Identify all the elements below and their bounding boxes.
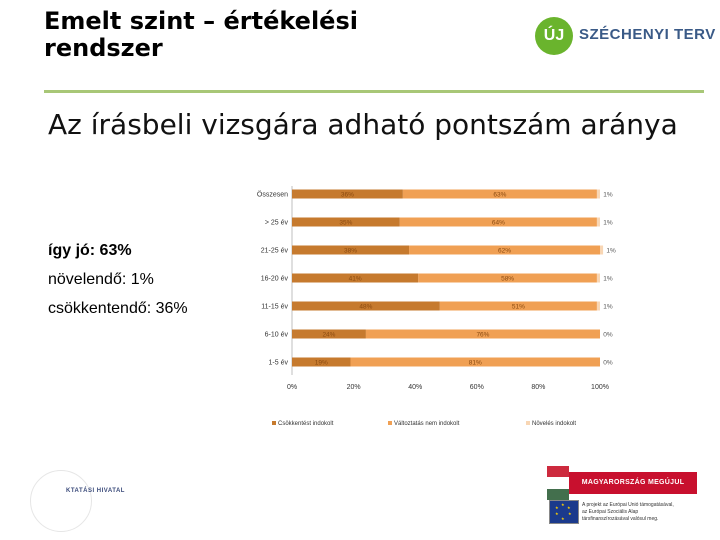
data-label: 24%	[322, 332, 335, 339]
oktatasi-hivatal-text: KTATÁSI HIVATAL	[66, 488, 125, 494]
legend-label: Változtatás nem indokolt	[394, 421, 460, 427]
bar-segment	[365, 329, 600, 339]
bar-segment	[292, 217, 400, 227]
data-label: 51%	[512, 304, 525, 311]
data-label: 1%	[603, 220, 613, 227]
szechenyi-logo-text: SZÉCHENYI TERV	[579, 26, 716, 43]
page-title: Emelt szint – értékelési rendszer	[44, 8, 464, 62]
bar-segment	[399, 217, 597, 227]
data-label: 1%	[603, 276, 613, 283]
category-label: 21-25 év	[261, 248, 289, 255]
bar-segment	[402, 189, 597, 199]
header-divider	[44, 90, 704, 93]
bar-segment	[596, 301, 600, 311]
eu-flag-icon: ★ ★ ★ ★ ★ ★	[549, 500, 579, 524]
legend-swatch	[272, 421, 276, 425]
bar-segment	[409, 245, 600, 255]
data-label: 38%	[344, 248, 357, 255]
summary-ok: így jó: 63%	[48, 242, 132, 259]
data-label: 1%	[606, 248, 616, 255]
data-label: 19%	[315, 360, 328, 367]
x-tick-label: 100%	[591, 384, 609, 391]
x-tick-label: 20%	[347, 384, 361, 391]
eu-text-line3: társfinanszírozásával valósul meg.	[582, 516, 659, 522]
hungarian-flag-icon	[547, 466, 569, 500]
legend-swatch	[388, 421, 392, 425]
bar-segment	[600, 245, 604, 255]
bar-segment	[292, 189, 403, 199]
summary-box: így jó: 63% növelendő: 1% csökkentendő: …	[48, 236, 188, 323]
data-label: 81%	[469, 360, 482, 367]
category-label: 6-10 év	[265, 332, 289, 339]
data-label: 63%	[493, 192, 506, 199]
category-label: Összesen	[257, 191, 288, 199]
eu-text-line2: az Európai Szociális Alap	[582, 509, 639, 515]
bar-segment	[596, 189, 600, 199]
bar-segment	[292, 245, 410, 255]
page-title-line1: Emelt szint – értékelési	[44, 7, 358, 35]
bar-segment	[350, 357, 600, 367]
bar-segment	[292, 357, 351, 367]
eu-funding-text: A projekt az Európai Unió támogatásával,…	[582, 502, 702, 523]
legend-label: Csökkentést indokolt	[278, 421, 334, 427]
page-title-line2: rendszer	[44, 34, 163, 62]
data-label: 1%	[603, 192, 613, 199]
bar-segment	[596, 217, 600, 227]
data-label: 0%	[603, 332, 613, 339]
x-tick-label: 60%	[470, 384, 484, 391]
bar-segment	[439, 301, 597, 311]
bar-segment	[418, 273, 597, 283]
data-label: 1%	[603, 304, 613, 311]
szechenyi-terv-logo: ÚJ SZÉCHENYI TERV	[535, 17, 715, 57]
data-label: 64%	[492, 220, 505, 227]
x-tick-label: 0%	[287, 384, 297, 391]
magyarorszag-megujul-text: MAGYARORSZÁG MEGÚJUL	[569, 472, 697, 494]
summary-decrease: csökkentendő: 36%	[48, 300, 188, 317]
category-label: 1-5 év	[269, 360, 289, 367]
bar-segment	[292, 273, 419, 283]
data-label: 36%	[341, 192, 354, 199]
data-label: 0%	[603, 360, 613, 367]
x-tick-label: 40%	[408, 384, 422, 391]
legend-label: Növelés indokolt	[532, 421, 576, 427]
category-label: 16-20 év	[261, 276, 289, 283]
data-label: 48%	[359, 304, 372, 311]
oktatasi-hivatal-emblem-icon	[30, 470, 92, 532]
data-label: 62%	[498, 248, 511, 255]
data-label: 58%	[501, 276, 514, 283]
data-label: 35%	[339, 220, 352, 227]
bar-segment	[292, 329, 366, 339]
data-label: 41%	[349, 276, 362, 283]
x-tick-label: 80%	[531, 384, 545, 391]
summary-increase: növelendő: 1%	[48, 271, 154, 288]
category-label: 11-15 év	[261, 304, 288, 311]
szechenyi-logo-icon: ÚJ	[535, 17, 573, 55]
bar-segment	[292, 301, 440, 311]
magyarorszag-megujul-badge: MAGYARORSZÁG MEGÚJUL	[547, 466, 697, 500]
bar-segment	[596, 273, 600, 283]
legend-swatch	[526, 421, 530, 425]
category-label: > 25 év	[265, 220, 289, 227]
eu-text-line1: A projekt az Európai Unió támogatásával,	[582, 502, 674, 508]
slide-subtitle: Az írásbeli vizsgára adható pontszám ará…	[48, 108, 678, 141]
data-label: 76%	[476, 332, 489, 339]
